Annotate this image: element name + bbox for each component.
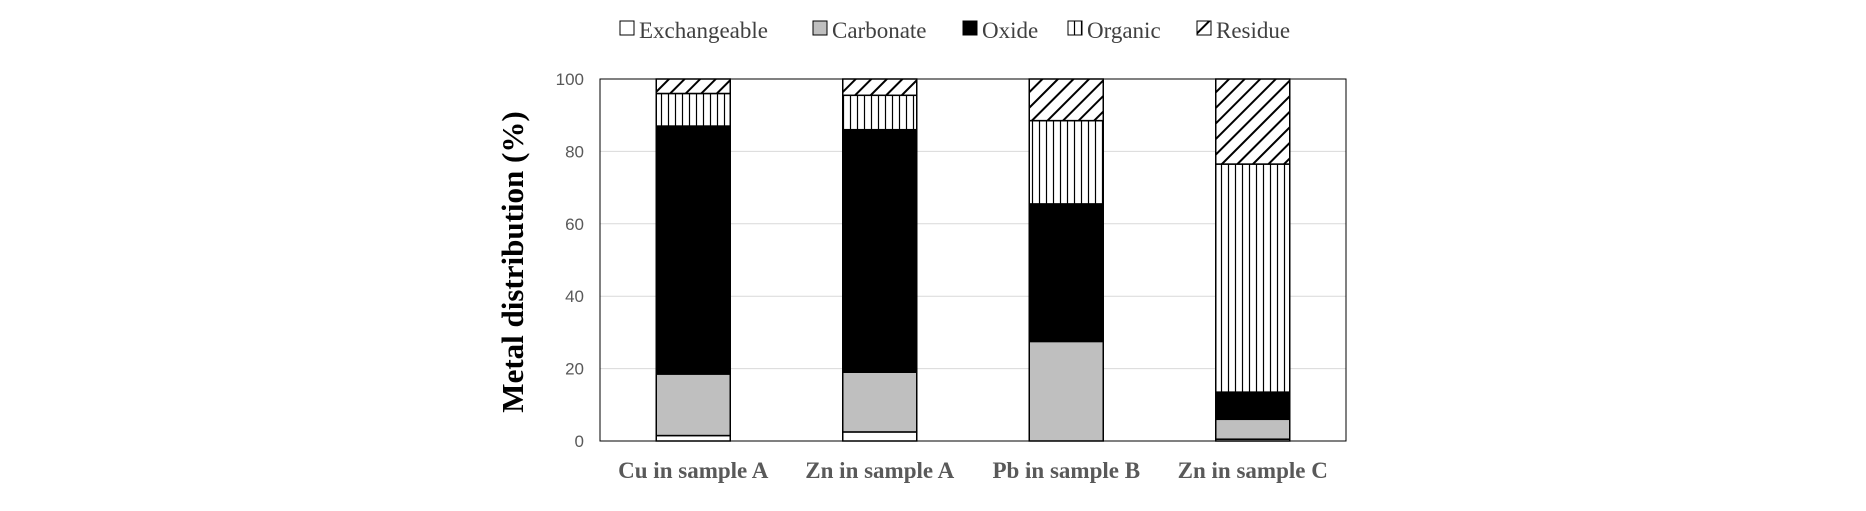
legend: Exchangeable Carbonate Oxide Organic Res… xyxy=(619,18,1290,43)
bar-zn-in-sample-a-residue xyxy=(842,78,918,97)
bar-pb-in-sample-b-oxide xyxy=(1028,203,1104,343)
bar-zn-in-sample-a-carbonate xyxy=(842,371,918,433)
bar-pb-in-sample-b-carbonate xyxy=(1028,340,1104,442)
y-tick-label-100: 100 xyxy=(556,70,584,89)
bar-cu-in-sample-a-exchangeable xyxy=(655,434,731,442)
y-tick-label-40: 40 xyxy=(565,287,584,306)
bar-zn-in-sample-a-oxide xyxy=(842,128,918,373)
legend-swatch-exchangeable xyxy=(619,20,635,36)
y-tick-labels: 0 20 40 60 80 100 xyxy=(556,70,584,451)
bar-zn-in-sample-a-exchangeable xyxy=(842,431,918,442)
legend-item-organic: Organic xyxy=(1067,18,1161,43)
legend-swatch-carbonate xyxy=(812,20,828,36)
bar-zn-in-sample-c-residue xyxy=(1215,78,1291,165)
category-label-zn-in-sample-c: Zn in sample C xyxy=(1178,458,1328,483)
legend-item-exchangeable: Exchangeable xyxy=(619,18,768,43)
plot-area-border xyxy=(599,78,1347,442)
category-label-pb-in-sample-b: Pb in sample B xyxy=(992,458,1140,483)
y-tick-label-20: 20 xyxy=(565,360,584,379)
bar-cu-in-sample-a-oxide xyxy=(655,125,731,375)
bar-cu-in-sample-a-carbonate xyxy=(655,373,731,437)
y-tick-label-60: 60 xyxy=(565,215,584,234)
legend-item-oxide: Oxide xyxy=(962,18,1038,43)
legend-label-exchangeable: Exchangeable xyxy=(639,18,768,43)
bars xyxy=(655,78,1291,442)
legend-swatch-residue xyxy=(1196,20,1212,36)
bar-cu-in-sample-a-residue xyxy=(655,78,731,95)
y-axis-label: Metal distribution (%) xyxy=(495,111,530,412)
legend-label-residue: Residue xyxy=(1216,18,1290,43)
bar-pb-in-sample-b-residue xyxy=(1028,78,1104,122)
legend-label-organic: Organic xyxy=(1087,18,1161,43)
bar-zn-in-sample-c-oxide xyxy=(1215,391,1291,421)
category-labels: Cu in sample A Zn in sample A Pb in sample… xyxy=(618,458,1328,483)
legend-label-carbonate: Carbonate xyxy=(832,18,927,43)
legend-item-residue: Residue xyxy=(1196,18,1290,43)
bar-zn-in-sample-a-organic xyxy=(842,94,918,131)
category-label-cu-in-sample-a: Cu in sample A xyxy=(618,458,769,483)
y-tick-label-80: 80 xyxy=(565,142,584,161)
legend-swatch-organic xyxy=(1067,20,1083,36)
legend-label-oxide: Oxide xyxy=(982,18,1038,43)
bar-pb-in-sample-b-organic xyxy=(1028,119,1104,205)
legend-swatch-oxide xyxy=(962,20,978,36)
bar-zn-in-sample-c-carbonate xyxy=(1215,418,1291,440)
category-label-zn-in-sample-a: Zn in sample A xyxy=(805,458,954,483)
legend-item-carbonate: Carbonate xyxy=(812,18,927,43)
bar-cu-in-sample-a-organic xyxy=(655,92,731,127)
bar-zn-in-sample-c-organic xyxy=(1215,163,1291,393)
y-tick-label-0: 0 xyxy=(575,432,584,451)
